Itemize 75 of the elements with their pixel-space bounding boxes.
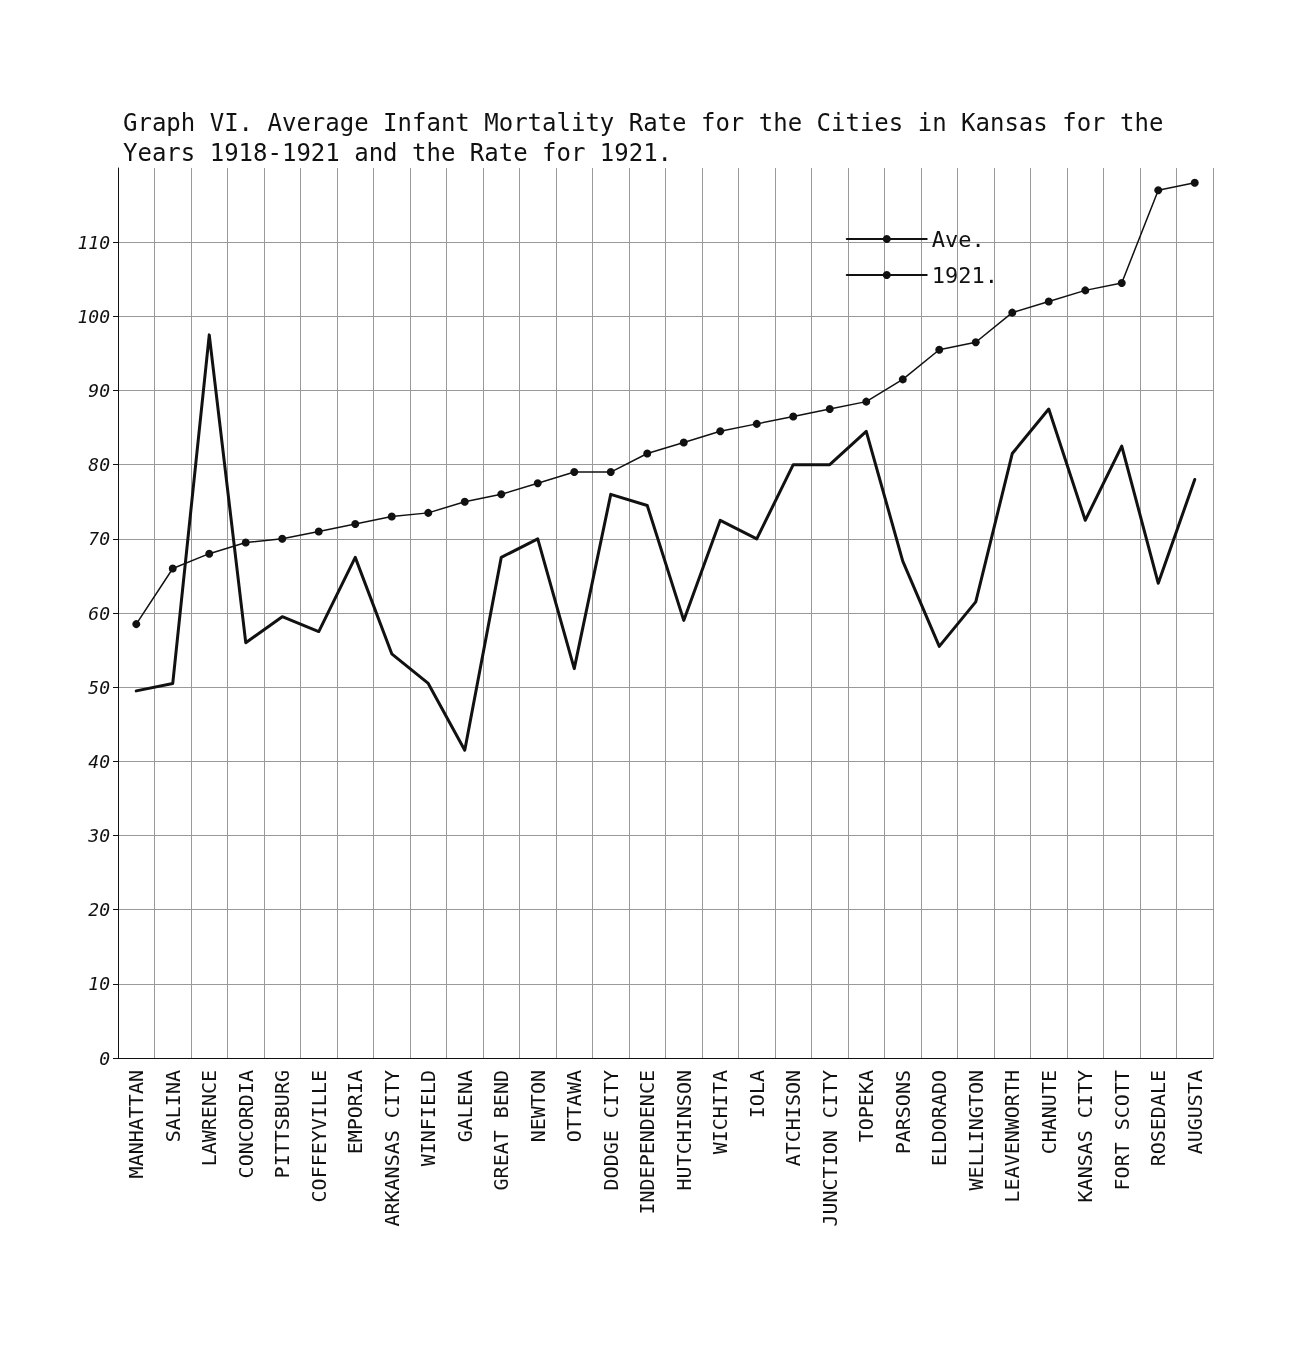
- x-tick-label: IOLA: [744, 1070, 769, 1119]
- y-tick-label: 50: [88, 676, 110, 698]
- point: [351, 520, 360, 528]
- x-tick-label: GREAT BEND: [489, 1070, 514, 1191]
- y-tick-label: 30: [87, 825, 110, 846]
- x-tick-label: WELLINGTON: [963, 1070, 988, 1191]
- x-tick-label: DODGE CITY: [598, 1070, 623, 1191]
- x-tick-label: LAWRENCE: [197, 1070, 222, 1167]
- x-tick-label: CHANUTE: [1036, 1070, 1061, 1155]
- point: [1081, 286, 1090, 295]
- x-tick-label: AUGUSTA: [1182, 1070, 1207, 1155]
- y-tick-label: 70: [88, 528, 110, 550]
- x-tick-label: KANSAS CITY: [1073, 1070, 1098, 1203]
- x-tick-label: TOPEKA: [854, 1070, 879, 1143]
- point: [424, 508, 433, 517]
- point: [935, 345, 944, 354]
- x-tick-label: ROSEDALE: [1146, 1070, 1171, 1167]
- x-tick-label: HUTCHINSON: [671, 1070, 696, 1191]
- point: [825, 405, 834, 414]
- x-tick-label: PARSONS: [890, 1070, 915, 1155]
- point: [497, 490, 506, 499]
- chart-title: Graph VI. Average Infant Mortality Rate for the Cities in Kansas for the Years 1918-1921 and the Rate for 1921.: [123, 109, 1178, 167]
- x-tick-label: LEAVENWORTH: [1000, 1070, 1025, 1203]
- y-tick-label: 20: [88, 899, 110, 921]
- y-tick-label: 80: [88, 454, 110, 476]
- point: [789, 412, 798, 421]
- x-tick-label: GALENA: [452, 1070, 477, 1143]
- point: [1190, 178, 1199, 187]
- y-tick-label: 10: [88, 973, 110, 995]
- x-tick-label: FORT SCOTT: [1109, 1070, 1134, 1191]
- x-tick-label: JUNCTION CITY: [817, 1070, 842, 1227]
- point: [862, 397, 871, 406]
- point: [387, 512, 396, 521]
- point: [716, 427, 725, 436]
- x-tick-label: COFFEYVILLE: [306, 1070, 331, 1203]
- y-tick-label: 90: [88, 380, 110, 401]
- point: [132, 620, 141, 629]
- x-tick-label: OTTAWA: [562, 1070, 587, 1143]
- x-tick-label: NEWTON: [525, 1070, 550, 1143]
- x-tick-label: INDEPENDENCE: [635, 1070, 660, 1215]
- point: [460, 497, 469, 506]
- point: [533, 479, 542, 488]
- y-tick-label: 40: [88, 750, 110, 772]
- x-tick-label: EMPORIA: [343, 1070, 368, 1155]
- point: [1044, 297, 1053, 306]
- x-tick-label: ARKANSAS CITY: [379, 1070, 404, 1227]
- y-tick-label: 60: [88, 602, 110, 624]
- point: [1008, 308, 1017, 317]
- point: [898, 375, 907, 384]
- point: [168, 564, 177, 573]
- point: [971, 338, 980, 347]
- point: [1154, 186, 1163, 195]
- point: [643, 449, 652, 458]
- y-tick-label: 100: [77, 305, 110, 327]
- point: [205, 549, 214, 558]
- legend-label: Ave.: [931, 226, 985, 252]
- x-tick-label: ELDORADO: [927, 1070, 952, 1167]
- x-tick-label: WINFIELD: [416, 1070, 441, 1167]
- y-tick-label: 110: [77, 231, 110, 253]
- point: [314, 527, 323, 536]
- point: [679, 438, 688, 447]
- x-tick-label: CONCORDIA: [233, 1070, 258, 1179]
- x-tick-label: ATCHISON: [781, 1070, 806, 1167]
- point: [752, 419, 761, 428]
- y-tick-label: 0: [99, 1047, 110, 1069]
- point: [1117, 278, 1126, 287]
- point: [606, 468, 615, 477]
- x-tick-label: MANHATTAN: [124, 1070, 149, 1179]
- x-tick-label: WICHITA: [708, 1070, 733, 1155]
- point: [241, 538, 250, 547]
- legend-label: 1921.: [931, 262, 999, 288]
- x-tick-label: SALINA: [160, 1070, 185, 1143]
- x-tick-label: PITTSBURG: [270, 1070, 295, 1179]
- point: [570, 468, 579, 477]
- point: [278, 534, 287, 543]
